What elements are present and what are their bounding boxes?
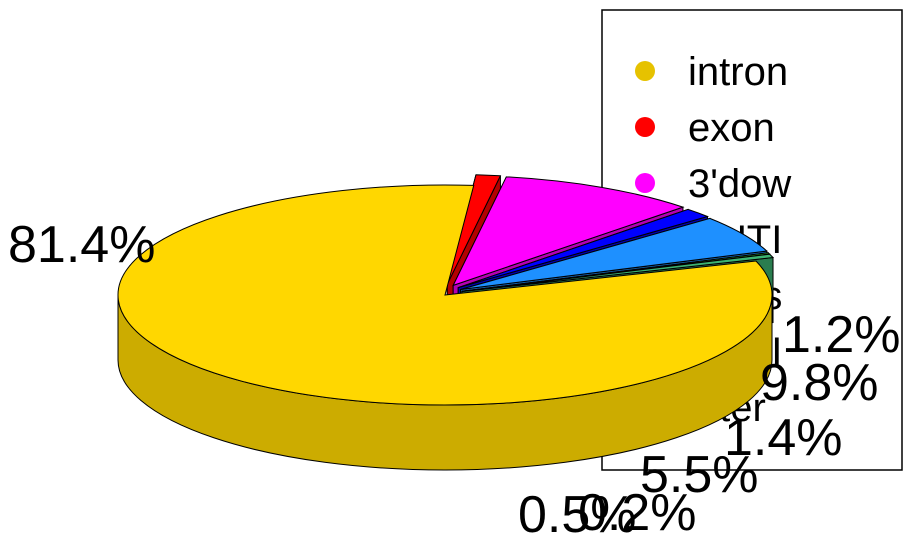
legend-dot-exon xyxy=(635,117,655,137)
pie-slice-intron xyxy=(117,184,773,471)
value-labels: 81.4% 1.2%9.8%1.4%5.5%0.2%0.5% xyxy=(8,216,901,535)
value-label-3-down: 9.8% xyxy=(760,354,879,412)
pie-slice-top-exon xyxy=(446,174,502,285)
legend-dot-3-down xyxy=(635,173,655,193)
pie-slice-top-intron xyxy=(117,184,773,406)
value-label-intergenic: 0.5% xyxy=(518,486,637,535)
pie-slice-top-5-ups xyxy=(460,217,768,291)
value-label-exon: 1.2% xyxy=(782,306,901,364)
value-label-3-utr: 1.4% xyxy=(724,409,843,467)
legend-dot-intron xyxy=(635,61,655,81)
value-label-intron: 81.4% xyxy=(8,216,155,274)
legend-label-3-down: 3'dow xyxy=(688,162,791,206)
legend-label-intron: intron xyxy=(688,50,788,94)
value-label-5-ups: 5.5% xyxy=(640,446,759,504)
legend-label-exon: exon xyxy=(688,106,775,150)
value-label-5-utr: 0.2% xyxy=(578,484,697,535)
pie-slice-top-3-utr xyxy=(458,208,710,289)
pie-slice-top-3-down xyxy=(452,176,685,287)
pie-slice-top-intergenic xyxy=(461,253,775,292)
pie-slices xyxy=(117,174,775,471)
